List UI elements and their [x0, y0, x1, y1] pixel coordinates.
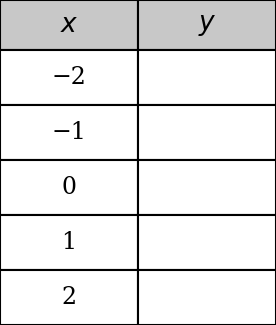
Bar	[138, 160, 276, 215]
Bar	[0, 160, 138, 215]
Text: −1: −1	[52, 121, 86, 144]
Text: $\boldsymbol{\mathit{x}}$: $\boldsymbol{\mathit{x}}$	[60, 12, 78, 38]
Bar	[0, 0, 138, 50]
Bar	[0, 270, 138, 325]
Bar	[0, 50, 138, 105]
Bar	[138, 105, 276, 160]
Text: 1: 1	[62, 231, 76, 254]
Text: −2: −2	[52, 66, 86, 89]
Text: $\boldsymbol{\mathit{y}}$: $\boldsymbol{\mathit{y}}$	[198, 12, 216, 38]
Bar	[138, 270, 276, 325]
Bar	[138, 50, 276, 105]
Bar	[138, 0, 276, 50]
Bar	[0, 105, 138, 160]
Bar	[138, 215, 276, 270]
Text: 2: 2	[62, 286, 76, 309]
Bar	[0, 215, 138, 270]
Text: 0: 0	[62, 176, 76, 199]
